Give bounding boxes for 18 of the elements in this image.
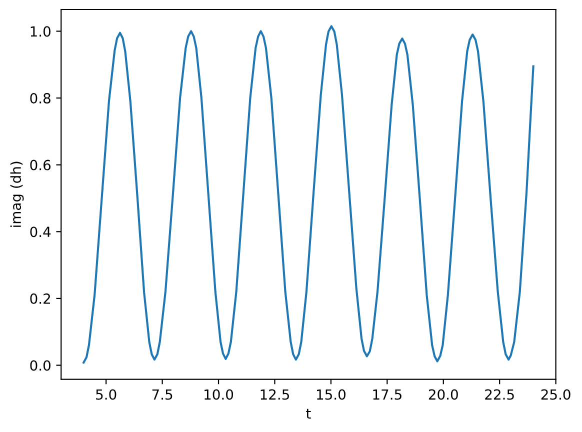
x-tick-label: 5.0 <box>96 389 116 400</box>
x-tick-label: 20.0 <box>428 389 458 400</box>
line-series <box>82 25 534 364</box>
x-tick-label: 22.5 <box>485 389 514 400</box>
y-tick-label: 0.4 <box>30 226 51 238</box>
x-axis-title: t <box>306 408 311 419</box>
x-tick-label: 7.5 <box>152 389 172 400</box>
x-tick-label: 10.0 <box>204 389 234 400</box>
y-tick-label: 0.6 <box>30 160 51 170</box>
y-tick-label: 0.8 <box>30 92 50 104</box>
y-axis-title: imag (dh) <box>10 162 24 227</box>
y-tick-label: 0.0 <box>30 360 50 371</box>
x-tick-label: 25.0 <box>541 389 570 400</box>
x-tick-label: 12.5 <box>260 389 289 400</box>
x-tick-label: 15.0 <box>317 389 346 400</box>
y-tick-label: 1.0 <box>30 26 50 37</box>
x-tick-label: 17.5 <box>373 389 402 400</box>
y-tick-label: 0.2 <box>30 293 50 304</box>
